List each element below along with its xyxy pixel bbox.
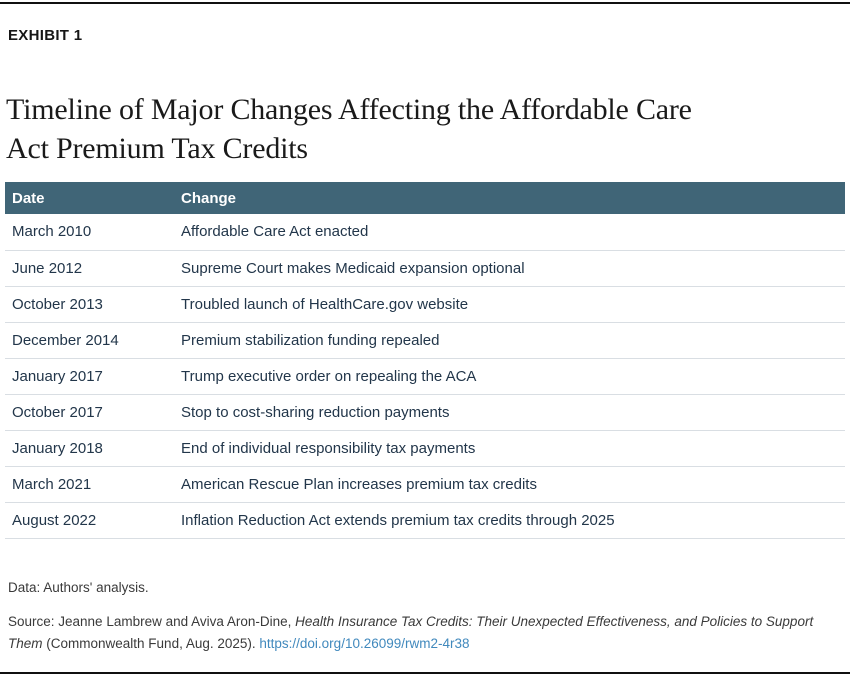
- table-row: June 2012 Supreme Court makes Medicaid ex…: [5, 250, 845, 287]
- table-row: March 2021 American Rescue Plan increases…: [5, 466, 845, 503]
- column-header-change: Change: [181, 182, 845, 214]
- table-row: August 2022 Inflation Reduction Act exten…: [5, 502, 845, 539]
- change-cell: Premium stabilization funding repealed: [181, 322, 845, 359]
- change-cell: Supreme Court makes Medicaid expansion o…: [181, 250, 845, 287]
- exhibit-label: EXHIBIT 1: [8, 27, 83, 44]
- doi-link[interactable]: https://doi.org/10.26099/rwm2-4r38: [259, 635, 470, 651]
- table-row: January 2017 Trump executive order on rep…: [5, 358, 845, 395]
- column-header-date: Date: [5, 182, 181, 214]
- source-note: Source: Jeanne Lambrew and Aviva Aron-Di…: [8, 611, 840, 654]
- page-title-line-1: Timeline of Major Changes Affecting the …: [6, 93, 692, 127]
- source-prefix: Source: Jeanne Lambrew and Aviva Aron-Di…: [8, 614, 296, 629]
- change-cell: Inflation Reduction Act extends premium …: [181, 502, 845, 539]
- date-cell: January 2017: [5, 358, 181, 395]
- date-cell: March 2010: [5, 214, 181, 251]
- change-cell: End of individual responsibility tax pay…: [181, 430, 845, 467]
- date-cell: January 2018: [5, 430, 181, 467]
- timeline-table: Date Change March 2010 Affordable Care Ac…: [5, 182, 845, 539]
- table-row: March 2010 Affordable Care Act enacted: [5, 214, 845, 251]
- table-row: October 2017 Stop to cost-sharing reducti…: [5, 394, 845, 431]
- page-title-line-2: Act Premium Tax Credits: [6, 132, 308, 166]
- header-row: Date Change: [5, 182, 845, 214]
- table-row: January 2018 End of individual responsibi…: [5, 430, 845, 467]
- top-rule-divider: [0, 2, 850, 4]
- bottom-rule-divider: [0, 672, 850, 674]
- change-cell: American Rescue Plan increases premium t…: [181, 466, 845, 503]
- timeline-table-header: Date Change: [5, 182, 845, 214]
- change-cell: Affordable Care Act enacted: [181, 214, 845, 251]
- date-cell: August 2022: [5, 502, 181, 539]
- change-cell: Trump executive order on repealing the A…: [181, 358, 845, 395]
- date-cell: June 2012: [5, 250, 181, 287]
- date-cell: October 2013: [5, 286, 181, 323]
- source-suffix: (Commonwealth Fund, Aug. 2025).: [42, 635, 260, 651]
- date-cell: October 2017: [5, 394, 181, 431]
- table-row: December 2014 Premium stabilization fundi…: [5, 322, 845, 359]
- page-title: Timeline of Major Changes Affecting the …: [6, 90, 850, 168]
- date-cell: March 2021: [5, 466, 181, 503]
- date-cell: December 2014: [5, 322, 181, 359]
- table-row: October 2013 Troubled launch of HealthCar…: [5, 286, 845, 323]
- change-cell: Stop to cost-sharing reduction payments: [181, 394, 845, 431]
- data-note: Data: Authors' analysis.: [8, 580, 149, 595]
- source-publication-title: Health Insurance Tax Credits: Their Unex…: [8, 614, 814, 651]
- table-body: March 2010 Affordable Care Act enacted Jun…: [5, 214, 845, 539]
- change-cell: Troubled launch of HealthCare.gov websit…: [181, 286, 845, 323]
